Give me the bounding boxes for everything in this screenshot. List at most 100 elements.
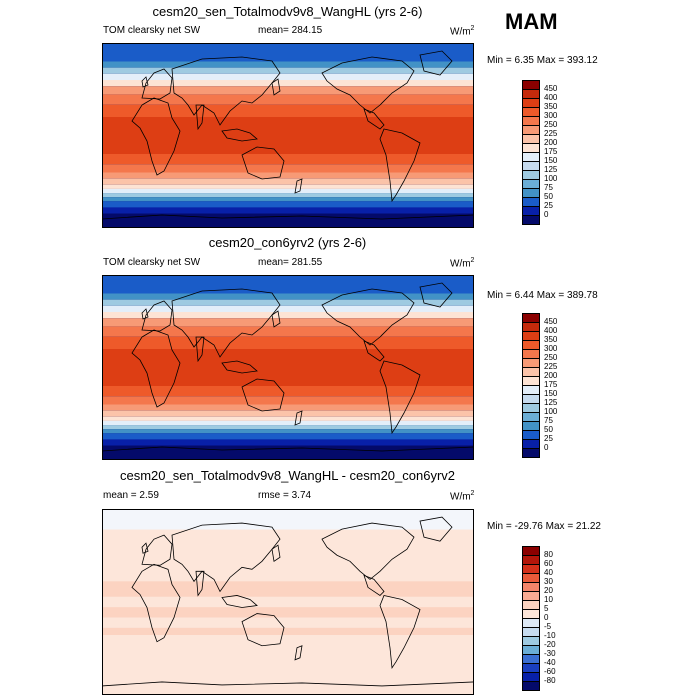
coastline — [379, 594, 421, 670]
coastline — [419, 50, 453, 76]
map-band — [102, 581, 474, 597]
colorbar-tick-label: 0 — [544, 613, 549, 622]
panel-1-mean-label: mean= 284.15 — [258, 25, 323, 36]
coastline — [419, 516, 453, 542]
coastline — [241, 146, 285, 180]
panel-2-title: cesm20_con6yrv2 (yrs 2-6) — [208, 235, 367, 250]
colorbar-tick-label: -10 — [544, 631, 556, 640]
colorbar-tick-label: 350 — [544, 335, 558, 344]
map-band — [102, 439, 474, 446]
map-band — [102, 61, 474, 68]
map-band — [102, 86, 474, 95]
map-band — [102, 188, 474, 194]
panel-3-rmse-label: rmse = 3.74 — [258, 490, 312, 501]
colorbar-tick-label: 150 — [544, 156, 558, 165]
coastline — [102, 681, 474, 687]
colorbar-tick-label: 400 — [544, 93, 558, 102]
map-band — [102, 213, 474, 228]
panel-1-title: cesm20_sen_Totalmodv9v8_WangHL (yrs 2-6) — [152, 4, 423, 19]
colorbar-tick-label: 50 — [544, 192, 553, 201]
map-band — [102, 117, 474, 154]
coastline — [171, 288, 281, 358]
map-band — [102, 607, 474, 618]
map-band — [102, 275, 474, 294]
colorbar-swatch — [522, 681, 540, 691]
colorbar-tick-label: 300 — [544, 111, 558, 120]
panel-3-units-label: W/m2 — [450, 490, 475, 503]
map-band — [102, 80, 474, 87]
colorbar-tick-label: 450 — [544, 84, 558, 93]
coastline — [271, 78, 281, 96]
coastline — [419, 282, 453, 308]
colorbar-tick-label: -5 — [544, 622, 552, 631]
coastline — [102, 446, 474, 452]
colorbar-tick-label: 30 — [544, 577, 553, 586]
colorbar-tick-label: 25 — [544, 201, 553, 210]
coastline — [321, 56, 415, 114]
coastline — [102, 214, 474, 220]
coastline — [221, 360, 258, 374]
panel-2-variable-label: TOM clearsky net SW — [103, 257, 201, 268]
colorbar-tick-label: 175 — [544, 147, 558, 156]
panel-3-title: cesm20_sen_Totalmodv9v8_WangHL - cesm20_… — [119, 468, 456, 483]
coastline — [141, 76, 149, 88]
colorbar-tick-label: -30 — [544, 649, 556, 658]
colorbar-tick-label: 75 — [544, 183, 553, 192]
colorbar-tick-label: 0 — [544, 210, 549, 219]
map-band — [102, 312, 474, 319]
colorbar-tick-label: 200 — [544, 371, 558, 380]
coastline — [321, 522, 415, 580]
map-frame — [102, 509, 474, 695]
colorbar-tick-label: 20 — [544, 586, 553, 595]
map-band — [102, 416, 474, 421]
coastline — [131, 97, 181, 176]
map-band — [102, 410, 474, 417]
colorbar-tick-label: 400 — [544, 326, 558, 335]
panel-3-colorbar: 80 60 40 30 20 10 5 0 -5 -10 -20 -30 -40 -60 -80 — [522, 546, 582, 691]
colorbar-tick-label: 75 — [544, 416, 553, 425]
coastline — [363, 574, 385, 596]
colorbar-tick-label: 50 — [544, 425, 553, 434]
map-band — [102, 349, 474, 386]
map-band — [102, 104, 474, 117]
panel-3-mean-label: mean = 2.59 — [103, 490, 159, 501]
map-band — [102, 425, 474, 430]
coastline — [241, 613, 285, 647]
map-band — [102, 164, 474, 173]
map-band — [102, 529, 474, 582]
colorbar-tick-label: 175 — [544, 380, 558, 389]
coastline — [195, 570, 205, 597]
colorbar-tick-label: 5 — [544, 604, 549, 613]
coastline — [294, 645, 303, 661]
panel-1-variable-label: TOM clearsky net SW — [103, 25, 201, 36]
map-band — [102, 433, 474, 440]
map-band — [102, 193, 474, 198]
map-band — [102, 184, 474, 189]
coastline — [294, 178, 303, 194]
colorbar-tick-label: 25 — [544, 434, 553, 443]
map-band — [102, 154, 474, 165]
colorbar-tick-label: 100 — [544, 174, 558, 183]
panel-1-map — [102, 43, 474, 228]
panel-3-min-max: Min = -29.76 Max = 21.22 — [487, 521, 601, 532]
panel-2-min-max: Min = 6.44 Max = 389.78 — [487, 290, 598, 301]
map-band — [102, 386, 474, 397]
map-band — [102, 67, 474, 74]
coastline — [379, 360, 421, 435]
map-band — [102, 172, 474, 179]
map-band — [102, 178, 474, 185]
map-frame — [102, 275, 474, 460]
coastline — [141, 308, 149, 320]
colorbar-tick-label: -80 — [544, 676, 556, 685]
colorbar-tick-label: 250 — [544, 120, 558, 129]
colorbar-tick-label: 0 — [544, 443, 549, 452]
colorbar-tick-label: 225 — [544, 129, 558, 138]
coastline — [141, 542, 149, 554]
coastline — [294, 410, 303, 426]
coastline — [271, 310, 281, 328]
panel-2-map — [102, 275, 474, 460]
map-band — [102, 627, 474, 636]
colorbar-tick-label: 10 — [544, 595, 553, 604]
coastline — [221, 128, 258, 142]
colorbar-tick-label: 200 — [544, 138, 558, 147]
